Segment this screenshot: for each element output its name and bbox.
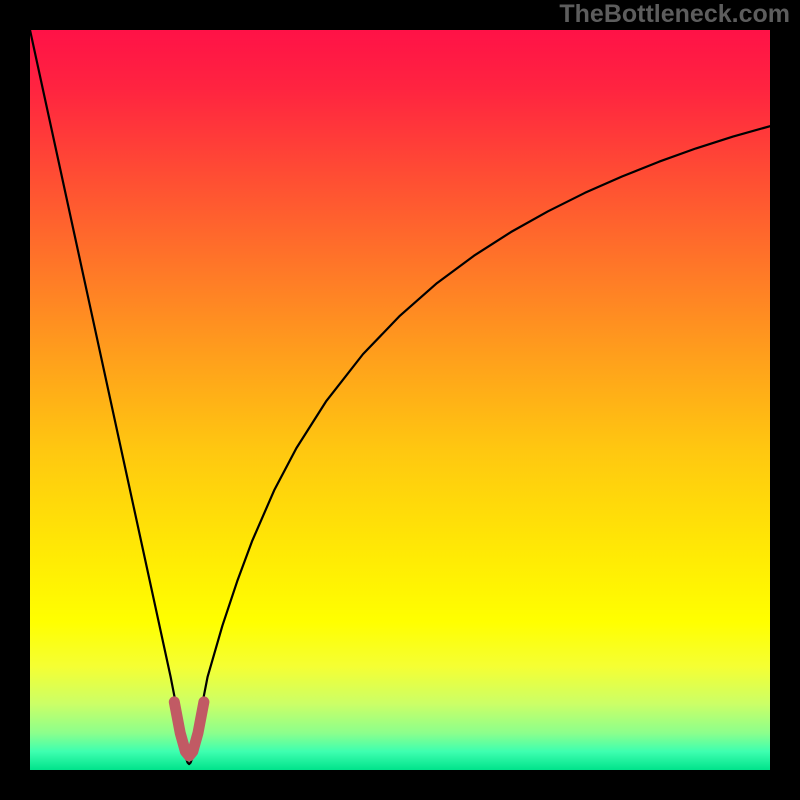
plot-area (30, 30, 770, 770)
chart-frame: TheBottleneck.com (0, 0, 800, 800)
watermark-text: TheBottleneck.com (559, 0, 790, 29)
bottleneck-chart (30, 30, 770, 770)
gradient-background (30, 30, 770, 770)
